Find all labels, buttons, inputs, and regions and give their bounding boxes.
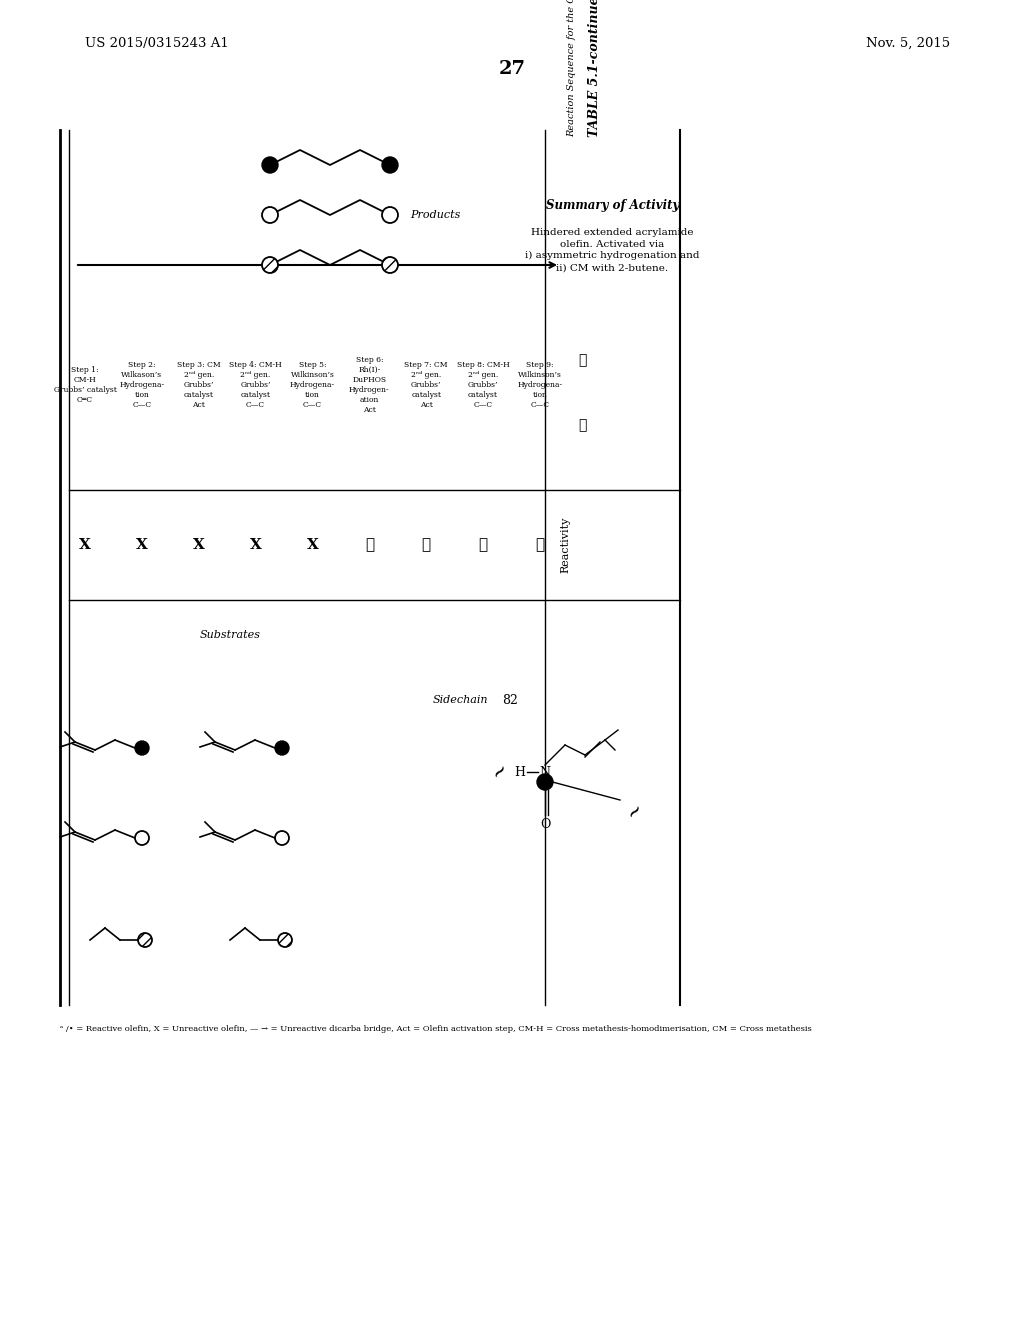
Text: Step 2:
Wilkason’s
Hydrogena-
tion
C—C: Step 2: Wilkason’s Hydrogena- tion C—C	[120, 362, 165, 409]
Circle shape	[138, 933, 152, 946]
Text: Step 5:
Wilkinson’s
Hydrogena-
tion
C—C: Step 5: Wilkinson’s Hydrogena- tion C—C	[290, 362, 335, 409]
Text: N: N	[540, 766, 551, 779]
Circle shape	[382, 157, 398, 173]
Text: ✓: ✓	[365, 539, 374, 552]
Circle shape	[382, 257, 398, 273]
Text: Products: Products	[410, 210, 461, 220]
Text: Step 9:
Wilkinson’s
Hydrogena-
tion
C—C: Step 9: Wilkinson’s Hydrogena- tion C—C	[517, 362, 562, 409]
Text: 82: 82	[502, 693, 518, 706]
Circle shape	[275, 741, 289, 755]
Text: ~: ~	[623, 797, 647, 822]
Text: US 2015/0315243 A1: US 2015/0315243 A1	[85, 37, 228, 50]
Circle shape	[262, 207, 278, 223]
Text: TABLE 5.1-continued: TABLE 5.1-continued	[589, 0, 601, 137]
Circle shape	[275, 832, 289, 845]
Text: ~: ~	[487, 758, 512, 783]
Text: ᵃ /• = Reactive olefin, X = Unreactive olefin, — → = Unreactive dicarba bridge, : ᵃ /• = Reactive olefin, X = Unreactive o…	[60, 1026, 812, 1034]
Circle shape	[135, 832, 150, 845]
Text: Step 8: CM-H
2ⁿᵈ gen.
Grubbs’
catalyst
C—C: Step 8: CM-H 2ⁿᵈ gen. Grubbs’ catalyst C…	[457, 362, 510, 409]
Text: Hindered extended acrylamide
olefin. Activated via
i) asymmetric hydrogenation a: Hindered extended acrylamide olefin. Act…	[525, 228, 699, 272]
Text: ✓: ✓	[422, 539, 431, 552]
Text: Step 1:
CM-H
Grubbs’ catalyst
C═C: Step 1: CM-H Grubbs’ catalyst C═C	[53, 366, 117, 404]
Text: ✓: ✓	[579, 352, 587, 367]
Circle shape	[382, 207, 398, 223]
Circle shape	[262, 257, 278, 273]
Text: Substrates: Substrates	[200, 630, 260, 640]
Circle shape	[135, 741, 150, 755]
Text: Step 4: CM-H
2ⁿᵈ gen.
Grubbs’
catalyst
C—C: Step 4: CM-H 2ⁿᵈ gen. Grubbs’ catalyst C…	[229, 362, 282, 409]
Circle shape	[262, 157, 278, 173]
Text: 27: 27	[499, 59, 525, 78]
Text: ✓: ✓	[478, 539, 487, 552]
Text: Reaction Sequence for the Construction of Three Dicarba Bridgesᵃ: Reaction Sequence for the Construction o…	[567, 0, 577, 137]
Text: Step 7: CM
2ⁿᵈ gen.
Grubbs’
catalyst
Act: Step 7: CM 2ⁿᵈ gen. Grubbs’ catalyst Act	[404, 362, 449, 409]
Text: O: O	[540, 818, 550, 832]
Text: ✓: ✓	[536, 539, 545, 552]
Text: X: X	[193, 539, 205, 552]
Text: Reactivity: Reactivity	[560, 517, 570, 573]
Text: Sidechain: Sidechain	[432, 696, 487, 705]
Text: Nov. 5, 2015: Nov. 5, 2015	[866, 37, 950, 50]
Text: Step 6:
Rh(I)-
DuPHOS
Hydrogen-
ation
Act: Step 6: Rh(I)- DuPHOS Hydrogen- ation Ac…	[349, 356, 390, 413]
Text: X: X	[306, 539, 318, 552]
Text: X: X	[79, 539, 91, 552]
Text: Step 3: CM
2ⁿᵈ gen.
Grubbs’
catalyst
Act: Step 3: CM 2ⁿᵈ gen. Grubbs’ catalyst Act	[177, 362, 220, 409]
Circle shape	[537, 774, 553, 789]
Text: X: X	[250, 539, 261, 552]
Circle shape	[278, 933, 292, 946]
Text: X: X	[136, 539, 147, 552]
Text: Summary of Activity: Summary of Activity	[546, 198, 679, 211]
Text: H: H	[514, 766, 525, 779]
Text: ✓: ✓	[579, 418, 587, 432]
